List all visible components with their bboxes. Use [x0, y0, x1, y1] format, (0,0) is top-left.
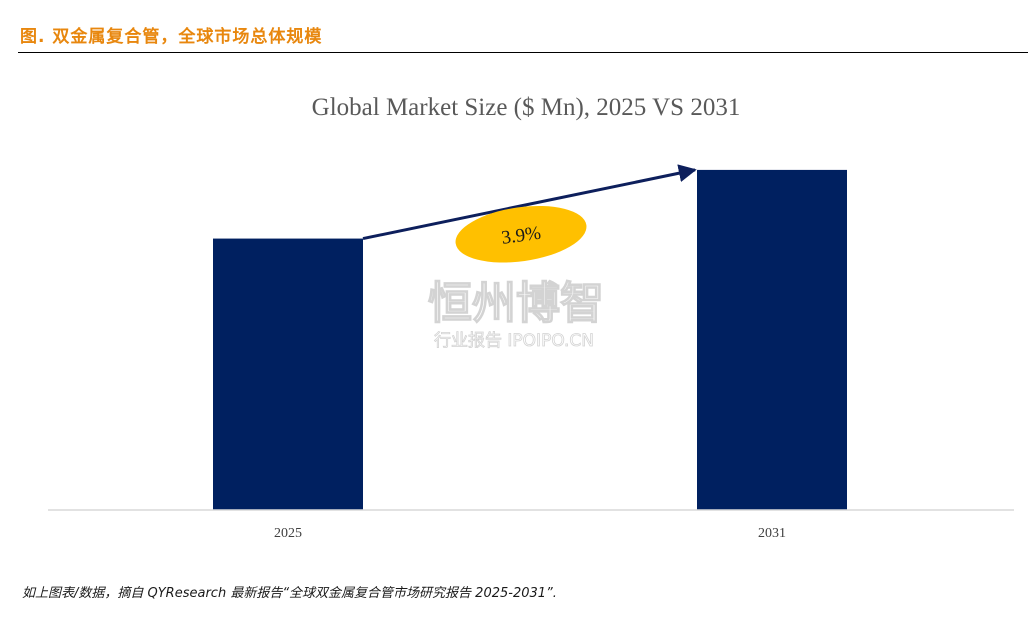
- cagr-badge: [455, 205, 587, 263]
- bar-2025: [213, 238, 363, 511]
- growth-arrow: [362, 164, 697, 241]
- header-divider: [18, 52, 1028, 53]
- watermark: 恒州博智 行业报告 IPOIPO.CN: [427, 277, 604, 351]
- x-tick-2031: 2031: [758, 526, 786, 541]
- source-footnote: 如上图表/数据，摘自 QYResearch 最新报告“全球双金属复合管市场研究报…: [22, 586, 557, 601]
- x-tick-2025: 2025: [274, 526, 302, 541]
- bar-2031: [697, 169, 847, 510]
- watermark-sub: 行业报告 IPOIPO.CN: [434, 331, 594, 351]
- bars-group: [213, 169, 847, 511]
- chart-title: Global Market Size ($ Mn), 2025 VS 2031: [312, 94, 741, 121]
- figure-caption: 图. 双金属复合管，全球市场总体规模: [20, 27, 323, 47]
- watermark-main: 恒州博智: [428, 278, 604, 329]
- x-tick-labels: 2025 2031: [274, 526, 786, 541]
